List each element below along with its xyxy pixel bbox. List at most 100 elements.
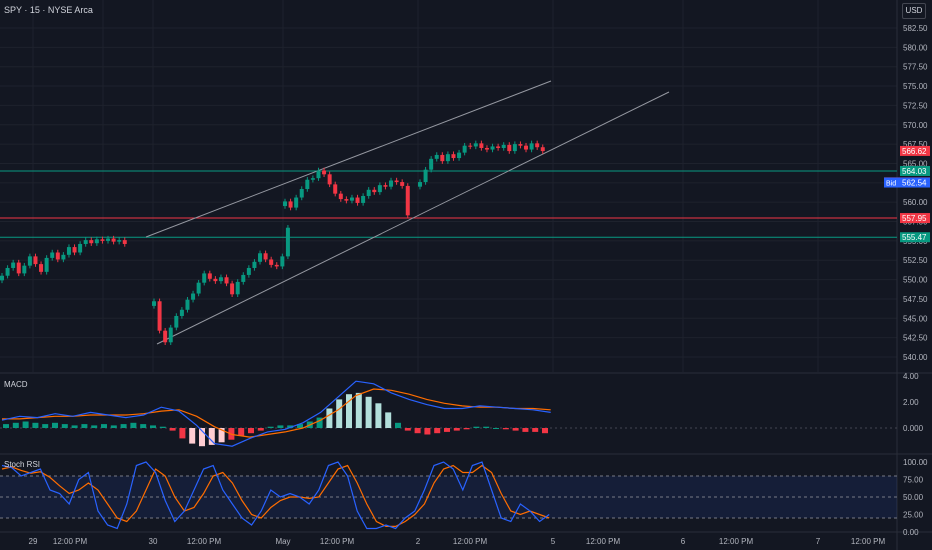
- macd-line: [1, 380, 551, 447]
- price-label-box[interactable]: [900, 213, 930, 224]
- candle-body: [316, 170, 321, 179]
- macd-histogram-bar: [385, 412, 392, 428]
- time-tick-label: 29: [29, 537, 38, 546]
- candle-body: [106, 238, 111, 241]
- macd-histogram-bar: [32, 422, 39, 428]
- trend-channel[interactable]: [145, 80, 670, 345]
- candle-body: [168, 327, 173, 343]
- candle-body: [400, 182, 405, 186]
- time-tick-label: 6: [681, 537, 686, 546]
- candle-body: [258, 253, 263, 262]
- macd-histogram-bar: [277, 425, 284, 428]
- time-tick-label: May: [275, 537, 290, 546]
- macd-histogram-bar: [199, 428, 205, 447]
- macd-histogram-bar: [404, 428, 411, 431]
- candle-body: [333, 184, 338, 194]
- macd-histogram-bar: [238, 428, 245, 436]
- price-label[interactable]: 566.62: [902, 147, 927, 156]
- macd-histogram-bar: [91, 425, 98, 428]
- price-label-box[interactable]: [900, 165, 930, 176]
- candle-body: [361, 195, 366, 203]
- candle-body: [27, 256, 32, 266]
- macd-histogram-bar: [159, 426, 166, 428]
- candle-body: [66, 247, 71, 255]
- candle-body: [263, 253, 268, 260]
- price-label-box[interactable]: [900, 232, 930, 243]
- macd-signal-line: [2, 388, 551, 438]
- macd-histogram-bar: [3, 424, 9, 428]
- macd-histogram-bar: [434, 428, 441, 434]
- price-label[interactable]: 564.03: [902, 167, 927, 176]
- candle-body: [501, 144, 506, 148]
- candle-body: [451, 154, 456, 159]
- symbol-title[interactable]: SPY · 15 · NYSE Arca: [4, 5, 93, 15]
- time-axis[interactable]: 29 12:00 PM 30 12:00 PM May 12:00 PM 2 12:00 PM…: [29, 537, 886, 546]
- currency-button[interactable]: USD: [902, 3, 926, 19]
- candle-body: [89, 240, 94, 244]
- candle-body: [33, 256, 38, 265]
- candle-body: [434, 154, 439, 159]
- candle-body: [445, 154, 450, 162]
- time-tick-label: 12:00 PM: [719, 537, 754, 546]
- candle-body: [366, 189, 371, 196]
- macd-histogram-bar: [169, 428, 176, 431]
- macd-histogram-bar: [375, 403, 382, 428]
- candle-body: [174, 315, 179, 328]
- macd-label[interactable]: MACD: [4, 380, 28, 389]
- macd-histogram-bar: [130, 422, 137, 428]
- price-tick-label: 570.00: [903, 121, 928, 130]
- macd-histogram-bar: [257, 428, 264, 431]
- price-tick-label: 575.00: [903, 82, 928, 91]
- macd-histogram-bar: [218, 428, 225, 443]
- price-label[interactable]: 555.47: [902, 233, 927, 242]
- time-tick-label: 12:00 PM: [53, 537, 88, 546]
- candle-body: [507, 144, 512, 152]
- macd-histogram-bar: [208, 428, 215, 445]
- candle-body: [462, 145, 467, 153]
- price-tick-label: 572.50: [903, 101, 928, 110]
- macd-histogram-bar: [365, 396, 372, 428]
- candle-body: [383, 185, 388, 187]
- macd-histogram-bar: [189, 428, 196, 444]
- time-tick-label: 30: [149, 537, 158, 546]
- stoch-tick-label: 100.00: [903, 458, 928, 467]
- price-axis[interactable]: 582.50 580.00 577.50 575.00 572.50 570.00 567.…: [884, 24, 930, 537]
- channel-lower-line[interactable]: [156, 91, 670, 345]
- macd-tick-label: 0.000: [903, 424, 924, 433]
- macd-histogram-bar: [326, 408, 333, 428]
- candle-body: [11, 262, 16, 268]
- price-label-box[interactable]: [900, 145, 930, 156]
- macd-histogram-bar: [355, 392, 362, 428]
- price-tag-box: [884, 177, 900, 188]
- candle-body: [207, 273, 212, 279]
- candle-body: [377, 185, 382, 193]
- price-label[interactable]: 562.54: [902, 179, 927, 188]
- candle-body: [294, 197, 299, 208]
- price-label-box[interactable]: [900, 177, 930, 188]
- macd-histogram-bar: [502, 428, 509, 430]
- price-label[interactable]: 557.95: [902, 214, 927, 223]
- macd-histogram-bar: [81, 424, 88, 428]
- candle-body: [349, 197, 354, 201]
- horizontal-levels[interactable]: [0, 170, 897, 238]
- stoch-rsi-label[interactable]: Stoch RSI: [4, 460, 41, 469]
- channel-upper-line[interactable]: [145, 80, 552, 238]
- macd-histogram-bar: [179, 428, 186, 439]
- candle-body: [327, 174, 332, 185]
- macd-histogram-bar: [101, 424, 107, 428]
- candle-body: [44, 257, 49, 272]
- stoch-rsi-pane: [0, 461, 897, 530]
- stoch-tick-label: 75.00: [903, 476, 924, 485]
- macd-histogram-bar: [120, 424, 127, 428]
- candle-body: [310, 178, 315, 180]
- candle-body: [111, 238, 116, 242]
- price-tick-label: 560.00: [903, 198, 928, 207]
- candle-body: [83, 240, 88, 244]
- candle-body: [418, 182, 422, 187]
- candle-body: [185, 299, 190, 310]
- candle-body: [218, 277, 223, 282]
- candle-body: [540, 147, 545, 152]
- macd-histogram-bar: [512, 428, 519, 431]
- candle-body: [196, 282, 201, 294]
